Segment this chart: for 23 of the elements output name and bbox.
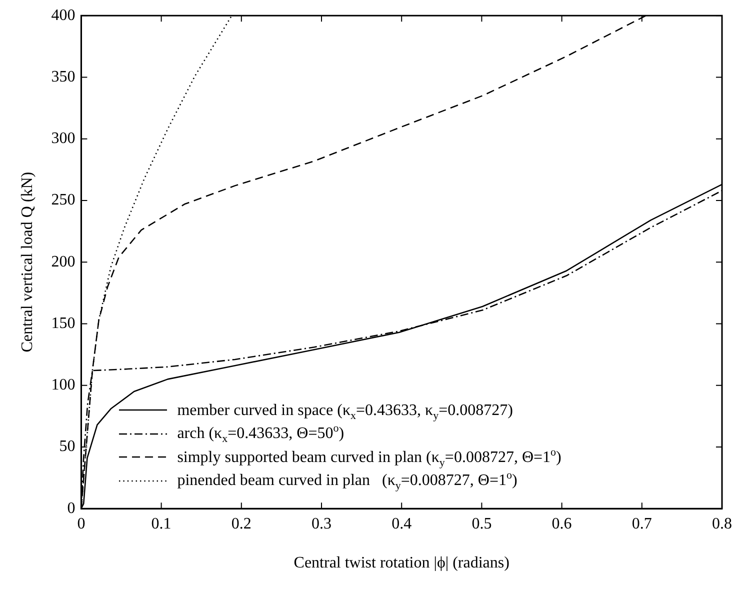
x-tick-label: 0.3 (312, 515, 332, 532)
legend-label: simply supported beam curved in plan (κ$_{y}$=0.008727, Θ=1$^{o}$) (177, 446, 562, 470)
y-tick-label: 0 (67, 500, 76, 517)
x-tick-label: 0.8 (712, 515, 732, 532)
y-tick-label: 250 (51, 192, 76, 209)
x-tick-label: 0.1 (151, 515, 172, 532)
y-tick-label: 200 (51, 253, 76, 270)
y-tick-label: 400 (51, 6, 76, 24)
x-tick-label: 0.7 (632, 515, 652, 532)
y-tick-label: 150 (51, 314, 76, 332)
y-tick-label: 350 (51, 68, 76, 86)
x-tick-label: 0.4 (392, 515, 412, 532)
legend-label: member curved in space (κ$_{x}$=0.43633, κ$_{y}$=0.008727) (177, 400, 513, 422)
x-tick-label: 0.6 (552, 515, 572, 532)
x-axis-title: Central twist rotation |ϕ| (radians) (294, 554, 510, 572)
y-axis-title: Central vertical load Q (kN) (18, 172, 36, 352)
x-tick-label: 0.2 (231, 515, 252, 532)
y-tick-label: 100 (51, 376, 76, 394)
y-tick-label: 50 (59, 438, 76, 456)
legend-label: arch (κ$_{x}$=0.43633, Θ=50$^{o}$) (177, 422, 344, 446)
x-tick-label: 0.5 (472, 515, 492, 532)
legend-label: pinended beam curved in plan (κ$_{y}$=0.008727, Θ=1$^{o}$) (177, 469, 518, 493)
y-tick-label: 300 (51, 130, 76, 148)
